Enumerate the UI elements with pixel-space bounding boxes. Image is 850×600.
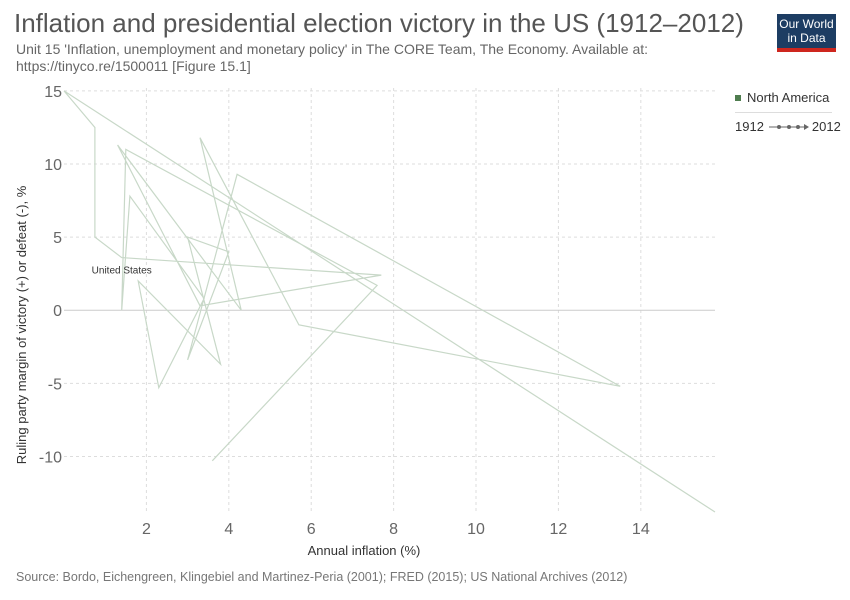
x-tick-label: 12 — [550, 521, 568, 538]
y-tick-label: 10 — [44, 157, 62, 174]
x-tick-label: 4 — [224, 521, 233, 538]
source-note: Source: Bordo, Eichengreen, Klingebiel a… — [16, 570, 628, 584]
legend-label: North America — [747, 90, 830, 105]
y-tick-label: 15 — [44, 84, 62, 101]
y-axis-label: Ruling party margin of victory (+) or de… — [14, 185, 29, 464]
x-axis-label: Annual inflation (%) — [308, 543, 421, 558]
owid-logo[interactable]: Our World in Data — [777, 14, 836, 52]
y-tick-label: -10 — [39, 449, 62, 466]
timeline-start-label: 1912 — [735, 119, 764, 134]
timeline-arrow-icon — [768, 123, 809, 130]
series-line-united-states — [63, 90, 716, 513]
y-tick-label: -5 — [48, 376, 62, 393]
timeline-connector[interactable]: 1912 2012 — [735, 119, 841, 134]
logo-text-line2: in Data — [787, 31, 826, 45]
x-tick-label: 2 — [142, 521, 151, 538]
y-tick-label: 0 — [53, 303, 62, 320]
x-tick-label: 6 — [307, 521, 316, 538]
legend-swatch — [735, 94, 741, 101]
legend-item-north-america[interactable]: North America — [735, 90, 829, 105]
chart-subtitle: Unit 15 'Inflation, unemployment and mon… — [16, 41, 716, 75]
x-tick-label: 8 — [389, 521, 398, 538]
legend-divider — [735, 112, 832, 113]
subtitle-citation: Unit 15 'Inflation, unemployment and mon… — [16, 41, 649, 57]
x-tick-label: 10 — [467, 521, 485, 538]
logo-text-line1: Our World — [779, 17, 834, 31]
x-tick-label: 14 — [632, 521, 650, 538]
timeline-end-label: 2012 — [811, 119, 841, 134]
y-tick-label: 5 — [53, 230, 62, 247]
series-label: United States — [92, 266, 152, 277]
subtitle-link[interactable]: https://tinyco.re/1500011 [Figure 15.1] — [16, 58, 251, 74]
chart-title: Inflation and presidential election vict… — [14, 8, 744, 38]
